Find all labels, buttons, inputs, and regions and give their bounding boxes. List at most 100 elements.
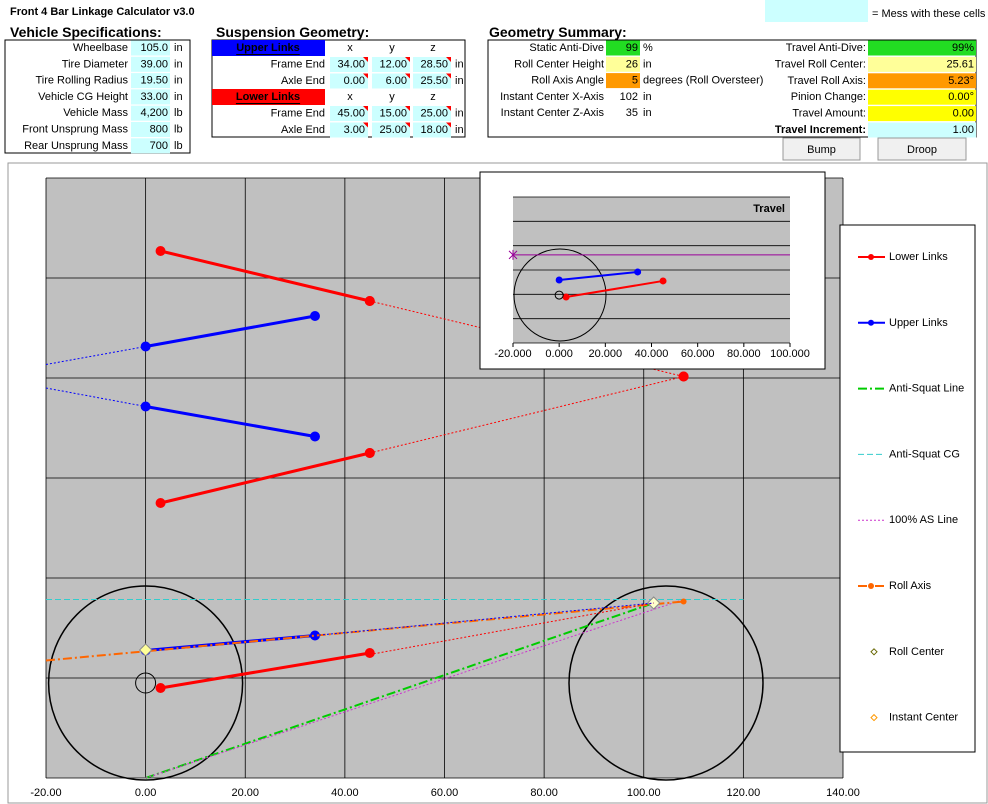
point: [309, 431, 320, 442]
input-cell: [330, 122, 368, 138]
result-cell: [606, 73, 640, 89]
series-line: [565, 279, 664, 298]
wheel: [513, 248, 607, 342]
unit: in: [174, 75, 183, 87]
wheel: [568, 585, 764, 781]
button[interactable]: [877, 137, 967, 161]
unit: in: [455, 59, 464, 71]
column-header: x: [347, 91, 353, 103]
result-cell: [868, 122, 976, 138]
input-cell: [372, 73, 410, 89]
button-label[interactable]: Droop: [907, 144, 937, 156]
row-label: Frame End: [271, 108, 325, 120]
comment-flag: [446, 122, 451, 128]
cell-value: 25.00: [420, 108, 448, 120]
series-line: [160, 651, 371, 690]
input-cell: [131, 105, 170, 121]
series-line: [45, 600, 684, 662]
cell-value: 4,200: [140, 107, 168, 119]
legend-label: Roll Axis: [889, 580, 932, 592]
cell-value: 45.00: [337, 108, 365, 120]
input-cell: [372, 122, 410, 138]
row-label: Wheelbase: [73, 42, 128, 54]
input-cell: [372, 106, 410, 121]
cell-value: 39.00: [140, 58, 168, 70]
cell-value: 19.50: [140, 75, 168, 87]
row-label: Travel Roll Axis:: [788, 75, 866, 87]
comment-flag: [363, 106, 368, 111]
row-label: Instant Center X-Axis: [500, 91, 604, 103]
column-header: y: [389, 91, 395, 103]
button-label[interactable]: Bump: [807, 144, 836, 156]
point: [634, 268, 642, 276]
unit: in: [174, 58, 183, 70]
series-line: [160, 249, 371, 303]
input-cell: [413, 57, 451, 72]
group-header: [212, 40, 325, 56]
comment-flag: [363, 73, 368, 79]
comment-flag: [446, 73, 451, 79]
x-tick-label: 60.000: [681, 348, 715, 360]
cell-value: 700: [150, 140, 168, 152]
legend-label: 100% AS Line: [889, 514, 958, 526]
result-cell: [868, 106, 976, 122]
x-tick-label: 120.00: [727, 787, 761, 799]
row-label: Static Anti-Dive: [529, 42, 604, 54]
x-tick-label: 100.00: [627, 787, 661, 799]
row-label: Instant Center Z-Axis: [501, 107, 605, 119]
row-label: Pinion Change:: [791, 91, 866, 103]
x-tick-label: -20.00: [30, 787, 61, 799]
input-cell: [330, 106, 368, 121]
series-line: [45, 346, 146, 365]
row-label: Frame End: [271, 59, 325, 71]
unit: lb: [174, 140, 183, 152]
section-heading: Geometry Summary:: [489, 24, 627, 40]
table-box: [4, 39, 191, 154]
point: [364, 296, 375, 306]
table-box: [487, 39, 977, 138]
cell-value: 34.00: [337, 59, 365, 71]
row-label: Tire Rolling Radius: [35, 75, 128, 87]
legend-swatch: [870, 713, 878, 722]
result-cell: [606, 56, 640, 72]
cell-value: 102: [620, 91, 638, 103]
cell-value: 1.00: [953, 124, 974, 136]
series-line: [559, 270, 638, 281]
point: [364, 648, 375, 658]
unit: in: [174, 91, 183, 103]
cell-value: 0.00: [953, 108, 974, 120]
series-line: [145, 314, 316, 348]
comment-flag: [405, 122, 410, 128]
comment-flag: [405, 57, 410, 62]
result-cell: [868, 40, 976, 56]
input-cell: [131, 89, 170, 105]
comment-flag: [363, 57, 368, 62]
input-cell: [131, 40, 170, 56]
cell-value: 0.00°: [948, 91, 974, 103]
group-name: Upper Links: [236, 42, 300, 54]
cell-value: 3.00: [344, 124, 365, 136]
x-tick-label: 20.00: [231, 787, 259, 799]
column-header: x: [347, 42, 353, 54]
legend-label: Upper Links: [889, 317, 948, 329]
x-tick-label: 0.00: [135, 787, 156, 799]
chart-title: Travel: [753, 203, 785, 215]
x-tick-label: 100.000: [770, 348, 810, 360]
comment-flag: [446, 106, 451, 111]
point: [155, 683, 166, 693]
row-label: Roll Axis Angle: [531, 75, 604, 87]
comment-flag: [405, 73, 410, 79]
input-cell: [131, 138, 170, 154]
point: [554, 290, 564, 300]
input-cell: [413, 73, 451, 89]
point: [659, 277, 667, 285]
button[interactable]: [782, 137, 861, 161]
x-tick-label: 0.000: [545, 348, 573, 360]
row-label: Travel Roll Center:: [775, 58, 866, 70]
x-tick-label: 40.00: [331, 787, 359, 799]
row-label: Travel Increment:: [775, 124, 866, 136]
unit: in: [455, 108, 464, 120]
cell-value: 99: [626, 42, 638, 54]
point: [138, 643, 153, 657]
legend-label: Lower Links: [889, 251, 948, 263]
